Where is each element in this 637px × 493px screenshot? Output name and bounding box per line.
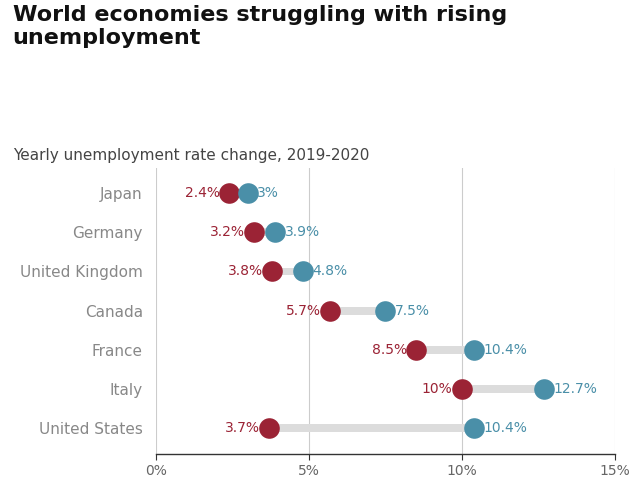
Point [249, 228, 259, 236]
Bar [269, 424, 474, 432]
Text: 3.2%: 3.2% [210, 225, 245, 239]
Point [540, 385, 550, 393]
Bar [272, 268, 303, 275]
Text: 3.7%: 3.7% [225, 421, 260, 435]
Text: 10%: 10% [422, 382, 453, 396]
Point [469, 424, 479, 432]
Bar [254, 228, 275, 236]
Point [224, 189, 234, 197]
Point [270, 228, 280, 236]
Text: Yearly unemployment rate change, 2019-2020: Yearly unemployment rate change, 2019-20… [13, 148, 369, 163]
Text: 4.8%: 4.8% [312, 264, 347, 279]
Point [469, 346, 479, 353]
Text: World economies struggling with rising
unemployment: World economies struggling with rising u… [13, 5, 507, 48]
Point [264, 424, 275, 432]
Point [326, 307, 336, 315]
Point [267, 268, 277, 276]
Text: 3.9%: 3.9% [285, 225, 320, 239]
Text: 2.4%: 2.4% [185, 186, 220, 200]
Text: 8.5%: 8.5% [371, 343, 407, 357]
Bar [229, 189, 248, 197]
Text: 10.4%: 10.4% [483, 421, 527, 435]
Text: 3%: 3% [257, 186, 279, 200]
Bar [462, 385, 545, 393]
Text: 7.5%: 7.5% [394, 304, 429, 317]
Bar [331, 307, 385, 315]
Text: 12.7%: 12.7% [554, 382, 598, 396]
Point [243, 189, 253, 197]
Point [411, 346, 421, 353]
Text: 3.8%: 3.8% [228, 264, 263, 279]
Text: 5.7%: 5.7% [286, 304, 321, 317]
Point [297, 268, 308, 276]
Bar [416, 346, 474, 353]
Point [457, 385, 467, 393]
Text: 10.4%: 10.4% [483, 343, 527, 357]
Point [380, 307, 390, 315]
